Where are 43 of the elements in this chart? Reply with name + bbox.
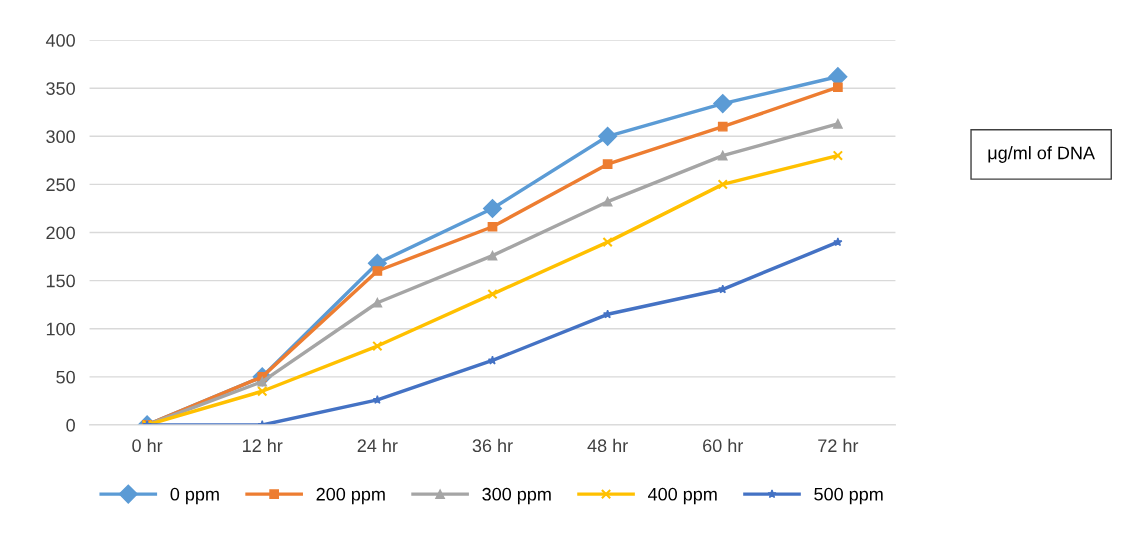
point (482, 198, 503, 219)
x-tick-label: 72 hr (818, 438, 859, 452)
x-tick-label: 12 hr (243, 438, 283, 452)
legend-label: 0 ppm (170, 487, 219, 505)
y-tick-label: 400 (45, 34, 75, 47)
point (372, 266, 383, 276)
legend-label: 300 ppm (482, 487, 551, 505)
point (487, 355, 498, 365)
point (717, 150, 728, 161)
x-tick-label: 24 hr (357, 438, 398, 452)
point (257, 386, 268, 397)
y-tick-label: 300 (46, 130, 75, 144)
point (717, 121, 728, 132)
x-tick-label: 48 hr (587, 438, 628, 453)
y-tick-label: 200 (46, 226, 75, 240)
legend-label: 400 ppm (648, 487, 717, 505)
y-tick-label: 50 (56, 370, 75, 384)
x-tick-label: 60 hr (703, 438, 744, 453)
legend-label: 200 ppm (316, 487, 385, 505)
point (833, 82, 843, 93)
point (372, 297, 383, 308)
y-tick-label: 100 (46, 322, 75, 336)
legend-label: 500 ppm (814, 487, 883, 505)
y-tick-label: 250 (46, 178, 75, 192)
point (487, 250, 498, 261)
y-tick-label: 0 (66, 418, 75, 432)
point (833, 237, 843, 247)
point (602, 159, 613, 170)
point (717, 179, 728, 190)
x-tick-label: 36 hr (472, 438, 513, 453)
x-tick-label: 0 hr (132, 438, 163, 453)
point (602, 236, 613, 248)
point (372, 340, 383, 352)
y-tick-label: 150 (46, 274, 75, 288)
point (602, 196, 613, 207)
point (598, 126, 618, 146)
point (487, 221, 498, 232)
point (487, 288, 498, 300)
y-tick-label: 350 (46, 82, 75, 95)
point (832, 150, 844, 161)
point (713, 94, 733, 114)
text: μg/ml of DNA (988, 146, 1095, 163)
point (833, 118, 843, 129)
